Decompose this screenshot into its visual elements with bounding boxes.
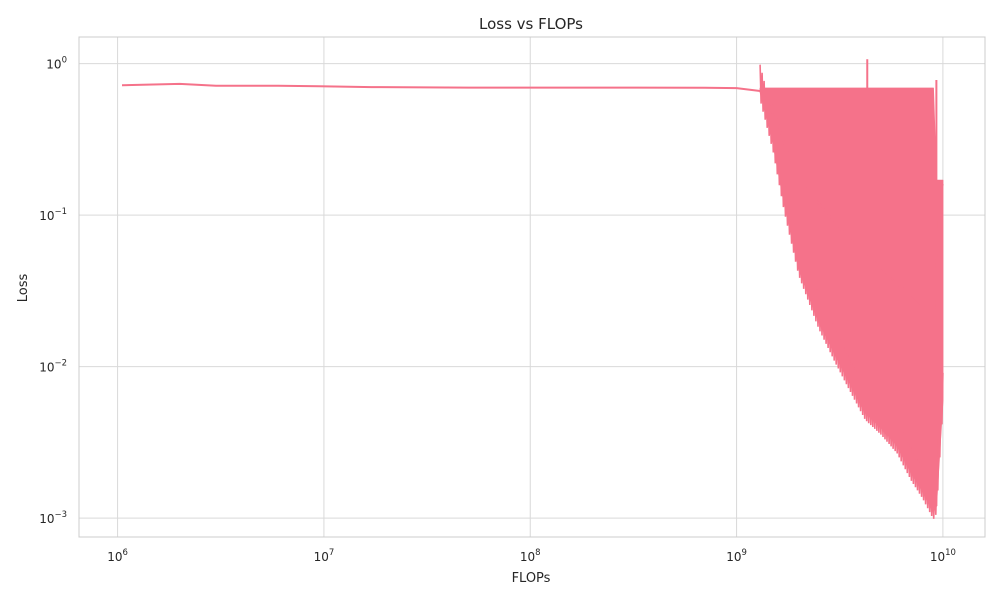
loss-oscillation-edge	[759, 64, 944, 519]
y-tick-label: 10−1	[39, 207, 67, 223]
tick-labels: 106 107 108 109 1010 100 10−1 10−2 10−3	[39, 56, 956, 564]
x-tick-label: 109	[726, 548, 747, 564]
x-tick-label: 106	[107, 548, 128, 564]
y-tick-label: 10−2	[39, 359, 67, 375]
y-axis-label: Loss	[16, 274, 31, 303]
y-tick-label: 100	[46, 56, 67, 72]
loss-line	[121, 82, 944, 322]
x-tick-label: 1010	[930, 548, 956, 564]
x-tick-label: 107	[314, 548, 335, 564]
x-axis-label: FLOPs	[512, 571, 551, 586]
y-tick-label: 10−3	[39, 510, 67, 526]
plot-area	[121, 59, 944, 519]
x-tick-label: 108	[520, 548, 541, 564]
axes-frame	[78, 36, 986, 538]
chart-title: Loss vs FLOPs	[479, 15, 583, 33]
